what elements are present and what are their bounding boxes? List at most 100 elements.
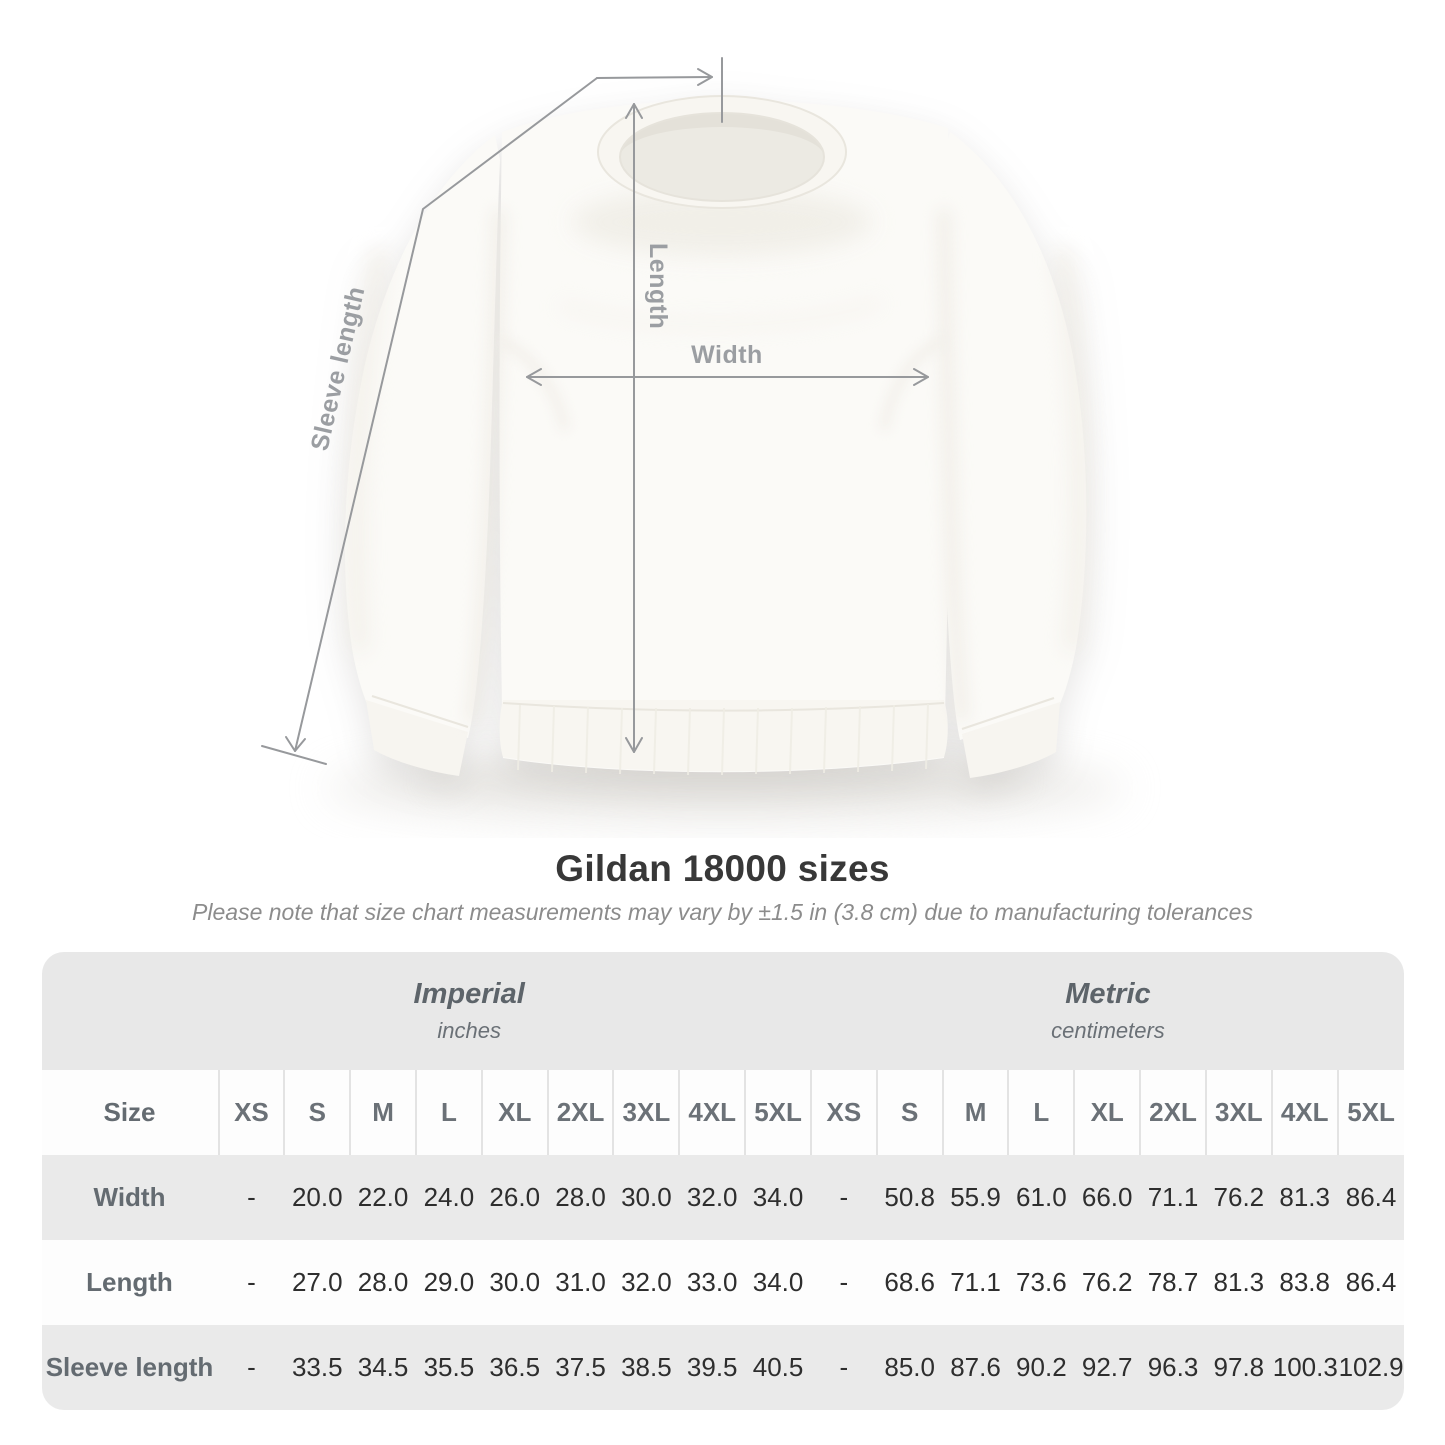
value-cell: 26.0 [481, 1155, 548, 1240]
value-cell: 32.0 [679, 1155, 746, 1240]
value-cell: 71.1 [1140, 1155, 1206, 1240]
table-row: Sleeve length -33.5 34.5 35.5 36.5 37.5 38.5 39… [41, 1325, 1404, 1410]
size-col-header: XL [480, 1070, 548, 1155]
row-label: Width [41, 1155, 219, 1240]
value-cell: 97.8 [1205, 1325, 1272, 1410]
value-cell: 27.0 [284, 1240, 351, 1325]
value-cell: 33.5 [284, 1325, 351, 1410]
value-cell: 86.4 [1337, 1155, 1404, 1240]
value-cell: 85.0 [876, 1325, 943, 1410]
size-diagram: Width Length Sleeve length [261, 57, 1125, 826]
value-cell: 50.8 [876, 1155, 943, 1240]
fabric-shading [348, 188, 1088, 723]
size-table-grid: Size XS S M L XL 2XL 3XL 4XL 5XL XS S M L XL 2XL 3XL 4XL… [41, 1070, 1404, 1410]
value-cell: 20.0 [284, 1155, 351, 1240]
value-cell: 24.0 [415, 1155, 482, 1240]
size-col-header: L [1007, 1070, 1075, 1155]
value-cell: 81.3 [1271, 1155, 1338, 1240]
sweatshirt-left-sleeve [344, 135, 500, 738]
size-col-header: 5XL [1336, 1070, 1404, 1155]
table-row: Length -27.0 28.0 29.0 30.0 31.0 32.0 33.0 34.0-… [41, 1240, 1404, 1325]
value-cell: 68.6 [876, 1240, 943, 1325]
size-col-header: 4XL [678, 1070, 746, 1155]
row-label: Sleeve length [41, 1325, 219, 1410]
value-cell: 39.5 [679, 1325, 746, 1410]
size-col-header: 2XL [546, 1070, 614, 1155]
size-col-header: 5XL [744, 1070, 811, 1155]
value-cell: 22.0 [350, 1155, 416, 1240]
size-col-header: S [875, 1070, 943, 1155]
size-col-header: S [283, 1070, 351, 1155]
size-col-header: 3XL [612, 1070, 680, 1155]
value-cell: 96.3 [1140, 1325, 1206, 1410]
size-col-header: XL [1073, 1070, 1141, 1155]
value-cell: 90.2 [1008, 1325, 1075, 1410]
size-col-header: XS [809, 1070, 877, 1155]
length-label: Length [644, 243, 672, 329]
value-cell: 34.0 [745, 1155, 811, 1240]
value-cell: 40.5 [745, 1325, 811, 1410]
value-cell: 28.0 [547, 1155, 614, 1240]
sweatshirt-photo [344, 95, 1088, 778]
tolerance-note: Please note that size chart measurements… [192, 899, 1253, 925]
value-cell: 81.3 [1205, 1240, 1272, 1325]
value-cell: - [810, 1325, 877, 1410]
value-cell: 30.0 [613, 1155, 680, 1240]
imperial-group-header: Imperial inches [42, 978, 897, 1044]
size-header-row: Size XS S M L XL 2XL 3XL 4XL 5XL XS S M L XL 2XL 3XL 4XL… [41, 1070, 1404, 1155]
value-cell: 92.7 [1074, 1325, 1141, 1410]
value-cell: - [810, 1240, 877, 1325]
value-cell: 73.6 [1008, 1240, 1075, 1325]
size-table: Imperial inches Metric centimeters Size … [41, 952, 1404, 1410]
value-cell: 71.1 [942, 1240, 1009, 1325]
value-cell: 102.9 [1337, 1325, 1404, 1410]
row-label: Length [41, 1240, 219, 1325]
value-cell: 33.0 [679, 1240, 746, 1325]
value-cell: 29.0 [415, 1240, 482, 1325]
table-header-band: Imperial inches Metric centimeters [41, 952, 1404, 1070]
sweatshirt-body [499, 100, 951, 773]
size-corner-label: Size [41, 1070, 219, 1155]
imperial-group-title: Imperial [413, 978, 525, 1010]
value-cell: 76.2 [1074, 1240, 1141, 1325]
metric-group-unit: centimeters [1051, 1018, 1165, 1043]
value-cell: 83.8 [1271, 1240, 1338, 1325]
value-cell: 66.0 [1074, 1155, 1141, 1240]
value-cell: - [218, 1240, 285, 1325]
value-cell: 37.5 [547, 1325, 614, 1410]
size-col-header: 3XL [1204, 1070, 1272, 1155]
value-cell: 31.0 [547, 1240, 614, 1325]
value-cell: 78.7 [1140, 1240, 1206, 1325]
value-cell: 86.4 [1337, 1240, 1404, 1325]
value-cell: 34.0 [745, 1240, 811, 1325]
size-col-header: 2XL [1139, 1070, 1206, 1155]
value-cell: 61.0 [1008, 1155, 1075, 1240]
value-cell: 100.3 [1271, 1325, 1338, 1410]
value-cell: 87.6 [942, 1325, 1009, 1410]
value-cell: 28.0 [350, 1240, 416, 1325]
value-cell: 36.5 [481, 1325, 548, 1410]
size-col-header: 4XL [1270, 1070, 1338, 1155]
value-cell: 55.9 [942, 1155, 1009, 1240]
value-cell: 76.2 [1205, 1155, 1272, 1240]
value-cell: 30.0 [481, 1240, 548, 1325]
metric-group-header: Metric centimeters [812, 978, 1403, 1044]
sweatshirt-collar [597, 95, 847, 209]
imperial-group-unit: inches [437, 1018, 501, 1043]
ground-shadow [325, 750, 1125, 826]
table-row: Width -20.0 22.0 24.0 26.0 28.0 30.0 32.0 34.0-5… [41, 1155, 1404, 1240]
value-cell: - [218, 1155, 285, 1240]
neck-reference-arrow [596, 76, 713, 79]
sweatshirt-right-cuff [962, 702, 1060, 778]
size-col-header: L [414, 1070, 482, 1155]
hem-ribbing [517, 703, 929, 776]
width-label: Width [691, 341, 763, 369]
value-cell: - [218, 1325, 285, 1410]
sweatshirt-left-cuff [366, 700, 468, 776]
sleeve-length-line [294, 77, 598, 752]
size-col-header: M [941, 1070, 1009, 1155]
sleeve-end-tick [261, 745, 327, 765]
value-cell: 35.5 [415, 1325, 482, 1410]
value-cell: 34.5 [350, 1325, 416, 1410]
